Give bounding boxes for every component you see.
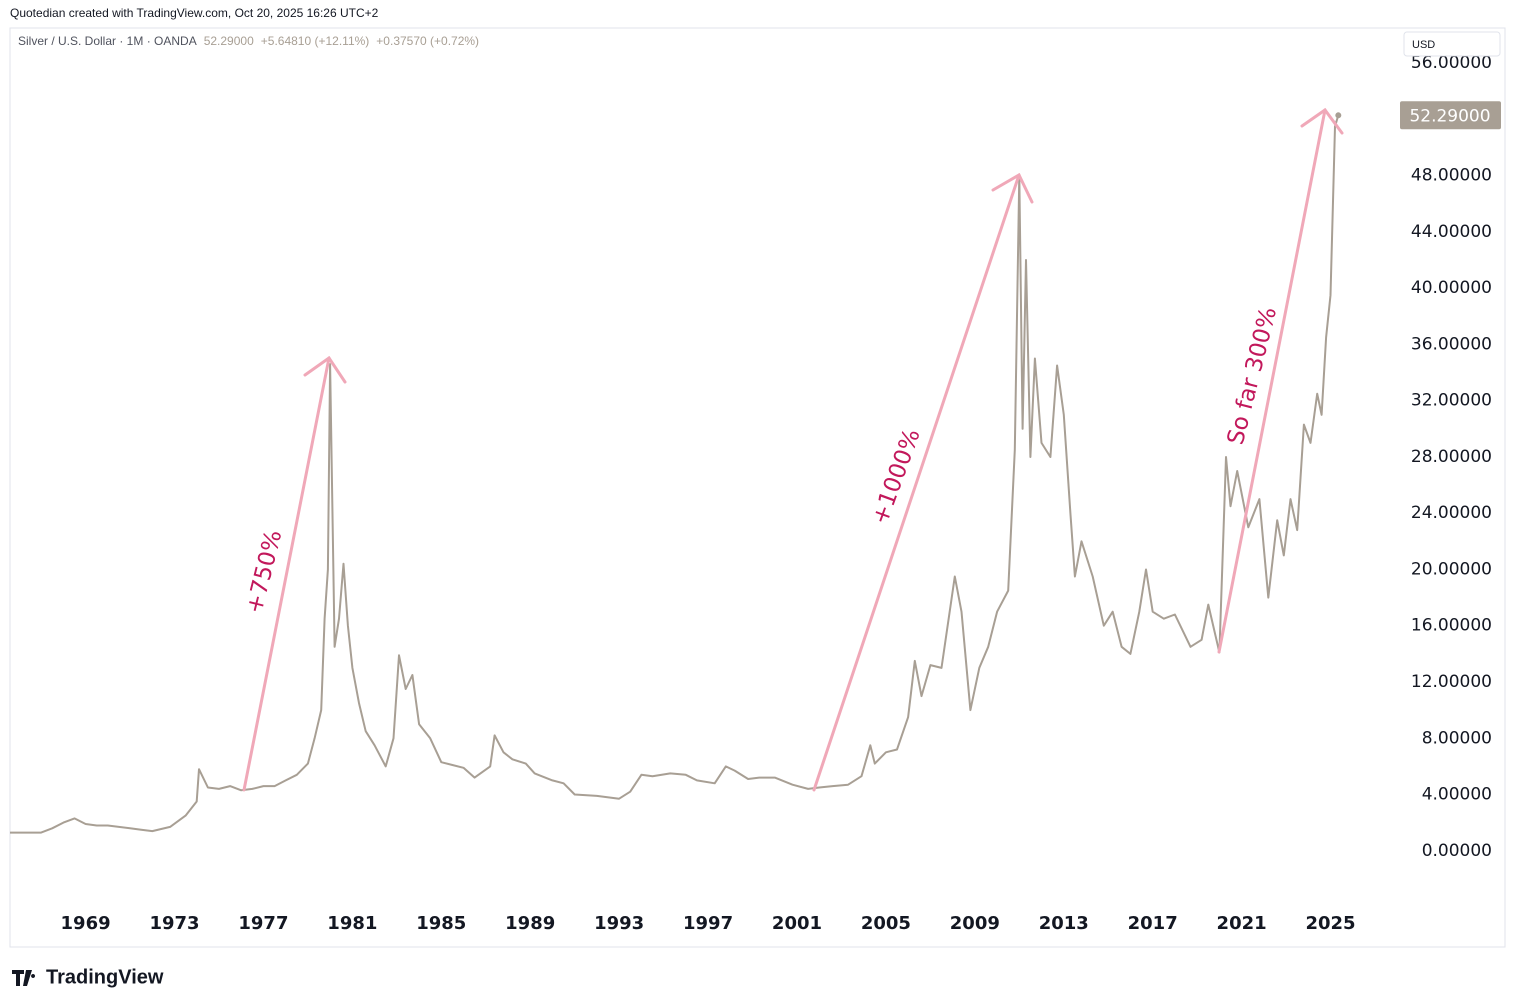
legend-title: Silver / U.S. Dollar · 1M · OANDA <box>18 34 197 48</box>
legend-change: +5.64810 (+12.11%) <box>261 34 370 48</box>
x-tick-label: 2021 <box>1217 913 1267 934</box>
price-line <box>10 115 1340 834</box>
logo: TradingView <box>12 966 164 988</box>
x-tick-label: 2009 <box>950 913 1000 934</box>
x-tick-label: 2013 <box>1039 913 1089 934</box>
arrows <box>242 107 1344 792</box>
currency-box[interactable] <box>1403 31 1501 57</box>
x-tick-label: 1969 <box>61 913 111 934</box>
legend: Silver / U.S. Dollar · 1M · OANDA 52.290… <box>18 34 479 48</box>
y-tick-label: 40.00000 <box>1411 278 1492 298</box>
last-point <box>1335 112 1342 119</box>
chart-frame <box>9 27 1506 948</box>
x-axis: 1969 1973 1977 1981 1985 1989 1993 1997 2001 2005… <box>61 913 1356 934</box>
y-tick-label: 32.00000 <box>1411 391 1492 411</box>
y-tick-label: 36.00000 <box>1411 334 1492 354</box>
y-tick-label: 28.00000 <box>1411 447 1492 467</box>
y-tick-label: 12.00000 <box>1411 672 1492 692</box>
x-tick-label: 1989 <box>505 913 555 934</box>
arrow-head <box>303 355 347 384</box>
logo-mark <box>12 970 36 986</box>
x-tick-label: 1977 <box>238 913 288 934</box>
currency-label: USD <box>1412 39 1435 51</box>
y-tick-label: 4.00000 <box>1422 785 1492 805</box>
y-tick-label: 0.00000 <box>1422 841 1492 861</box>
x-tick-label: 1973 <box>149 913 199 934</box>
arrow <box>812 173 1021 792</box>
x-tick-label: 1981 <box>327 913 377 934</box>
plot-area <box>10 112 1342 834</box>
y-tick-label: 56.00000 <box>1411 53 1492 73</box>
watermark: Quotedian created with TradingView.com, … <box>10 6 379 20</box>
price-tag <box>1400 101 1501 130</box>
y-tick-label: 20.00000 <box>1411 559 1492 579</box>
y-axis: 0.00000 4.00000 8.00000 12.00000 16.00000 20.… <box>1411 53 1492 861</box>
arrow <box>242 356 331 792</box>
brand: TradingView <box>46 966 164 988</box>
arrow-head <box>991 172 1034 204</box>
price-tag-label: 52.29000 <box>1409 106 1490 126</box>
y-tick-label: 16.00000 <box>1411 616 1492 636</box>
x-tick-label: 2017 <box>1128 913 1178 934</box>
legend-value: 52.29000 <box>204 34 254 48</box>
x-tick-label: 2025 <box>1305 913 1355 934</box>
x-tick-label: 2001 <box>772 913 822 934</box>
y-tick-label: 48.00000 <box>1411 166 1492 186</box>
arrow <box>1217 108 1327 654</box>
x-tick-label: 2005 <box>861 913 911 934</box>
x-tick-label: 1993 <box>594 913 644 934</box>
arrow-head <box>1300 107 1344 135</box>
x-tick-label: 1985 <box>416 913 466 934</box>
x-tick-label: 1997 <box>683 913 733 934</box>
y-tick-label: 8.00000 <box>1422 728 1492 748</box>
legend-change: +0.37570 (+0.72%) <box>376 34 479 48</box>
y-tick-label: 44.00000 <box>1411 222 1492 242</box>
y-tick-label: 24.00000 <box>1411 503 1492 523</box>
